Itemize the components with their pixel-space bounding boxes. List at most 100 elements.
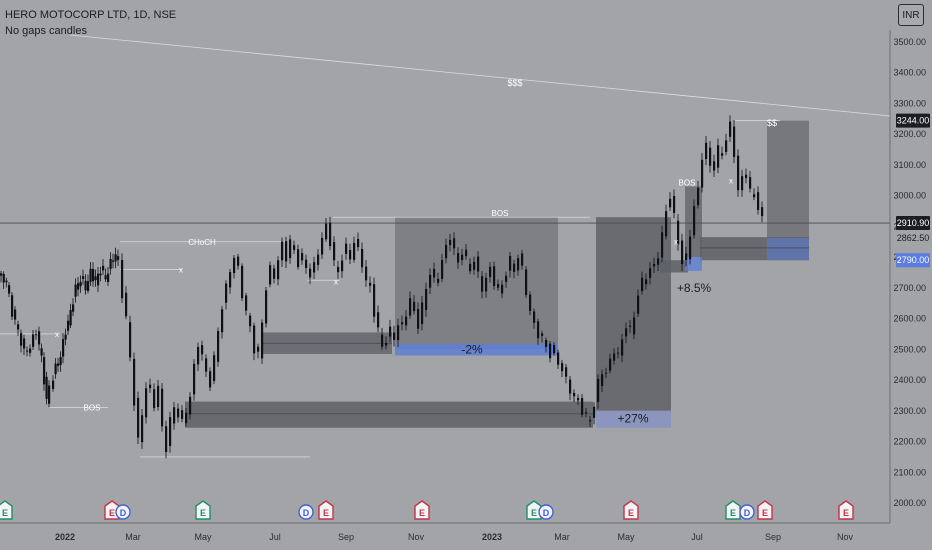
event-marker-earnings-red[interactable]: E	[838, 500, 854, 520]
candle-body	[369, 282, 372, 286]
candle-body	[641, 277, 644, 292]
annotation-label: $$$	[507, 78, 522, 88]
event-marker-dividend[interactable]: D	[115, 504, 131, 520]
candle-body	[669, 198, 672, 208]
price-tag-bg	[896, 253, 930, 268]
candle-body	[565, 367, 568, 377]
annotation-label: BOS	[492, 209, 509, 218]
candle-body	[413, 301, 416, 311]
candle-body	[257, 346, 260, 352]
candle-body	[417, 308, 420, 329]
candle-body	[761, 207, 764, 217]
candle-body	[393, 332, 396, 340]
candle-body	[169, 417, 172, 446]
currency-button[interactable]: INR	[898, 4, 924, 26]
candle-body	[84, 280, 87, 291]
candle-body	[325, 223, 328, 240]
candle-body	[701, 159, 704, 188]
candle-body	[265, 290, 268, 324]
event-marker-letter: E	[628, 508, 634, 518]
candle-body	[153, 389, 156, 409]
candle-body	[69, 309, 72, 326]
candle-body	[313, 262, 316, 273]
x-tick-label: Mar	[554, 532, 570, 542]
x-tick-label: May	[617, 532, 635, 542]
event-marker-earnings-red[interactable]: E	[414, 500, 430, 520]
event-marker-dividend[interactable]: D	[298, 504, 314, 520]
event-marker-shape	[195, 500, 211, 520]
candle-body	[681, 240, 684, 265]
y-tick-label: 2200.00	[893, 437, 926, 447]
event-marker-dividend[interactable]: D	[538, 504, 554, 520]
candle-body	[713, 161, 716, 171]
candle-body	[533, 311, 536, 323]
candle-body	[102, 265, 105, 271]
candle-body	[67, 320, 70, 331]
event-marker-earnings[interactable]: E	[0, 500, 13, 520]
candle-body	[333, 242, 336, 261]
candle-body	[389, 326, 392, 337]
zone-label-neg2: -2%	[461, 342, 483, 356]
candle-body	[345, 243, 348, 254]
event-marker-earnings[interactable]: E	[195, 500, 211, 520]
candle-body	[337, 266, 340, 273]
y-tick-label: 3300.00	[893, 98, 926, 108]
candle-body	[277, 260, 280, 280]
candle-body	[253, 325, 256, 354]
candle-body	[107, 273, 110, 282]
candle-body	[209, 371, 212, 388]
candle-body	[149, 384, 152, 389]
candle-body	[621, 339, 624, 356]
event-marker-earnings[interactable]: E	[725, 500, 741, 520]
candle-body	[261, 322, 264, 359]
candle-body	[457, 253, 460, 263]
candle-body	[173, 407, 176, 424]
event-marker-letter: E	[843, 508, 849, 518]
candle-body	[197, 347, 200, 365]
candle-body	[397, 325, 400, 341]
candle-body	[689, 236, 692, 260]
event-marker-earnings-red[interactable]: E	[623, 500, 639, 520]
price-tag-bg	[896, 230, 930, 245]
candle-body	[509, 255, 512, 271]
candle-body	[721, 153, 724, 156]
candle-body	[11, 295, 14, 317]
event-marker-earnings-red[interactable]: E	[757, 500, 773, 520]
candle-body	[0, 273, 3, 276]
event-marker-letter: E	[2, 508, 8, 518]
candle-body	[249, 315, 252, 327]
candle-body	[753, 194, 756, 198]
candle-body	[353, 242, 356, 260]
candle-body	[2, 273, 5, 283]
x-tick-label: Sep	[765, 532, 781, 542]
candle-body	[561, 363, 564, 372]
candle-body	[645, 279, 648, 285]
candle-body	[181, 410, 184, 419]
annotation-label: $$	[767, 118, 777, 128]
candle-body	[441, 260, 444, 279]
event-marker-letter: D	[303, 508, 310, 518]
candle-body	[541, 333, 544, 336]
y-tick-label: 2400.00	[893, 375, 926, 385]
event-marker-shape	[623, 500, 639, 520]
candle-body	[329, 222, 332, 247]
candle-body	[401, 322, 404, 325]
candle-body	[94, 276, 97, 281]
candle-body	[485, 277, 488, 292]
x-tick-label: Mar	[125, 532, 141, 542]
premium-zone-4	[767, 120, 809, 261]
candle-body	[161, 388, 164, 427]
candle-body	[685, 253, 688, 260]
candle-body	[112, 260, 115, 262]
candle-body	[5, 280, 8, 283]
event-marker-dividend[interactable]: D	[739, 504, 755, 520]
candle-body	[52, 380, 55, 389]
candle-body	[117, 256, 120, 260]
candle-body	[114, 254, 117, 262]
candle-body	[673, 195, 676, 213]
event-marker-earnings-red[interactable]: E	[318, 500, 334, 520]
event-marker-letter: E	[200, 508, 206, 518]
x-tick-label: Nov	[837, 532, 854, 542]
zone-label-plus8-5: +8.5%	[677, 281, 712, 295]
